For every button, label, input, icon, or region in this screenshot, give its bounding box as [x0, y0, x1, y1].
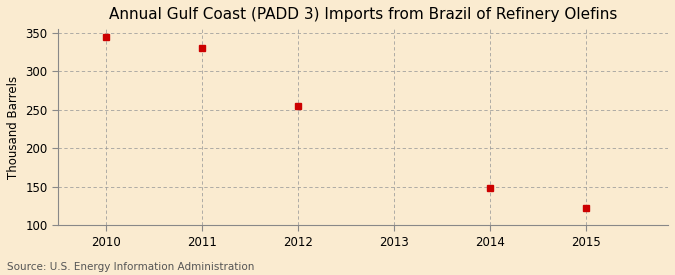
- Text: Source: U.S. Energy Information Administration: Source: U.S. Energy Information Administ…: [7, 262, 254, 272]
- Title: Annual Gulf Coast (PADD 3) Imports from Brazil of Refinery Olefins: Annual Gulf Coast (PADD 3) Imports from …: [109, 7, 618, 22]
- Y-axis label: Thousand Barrels: Thousand Barrels: [7, 75, 20, 178]
